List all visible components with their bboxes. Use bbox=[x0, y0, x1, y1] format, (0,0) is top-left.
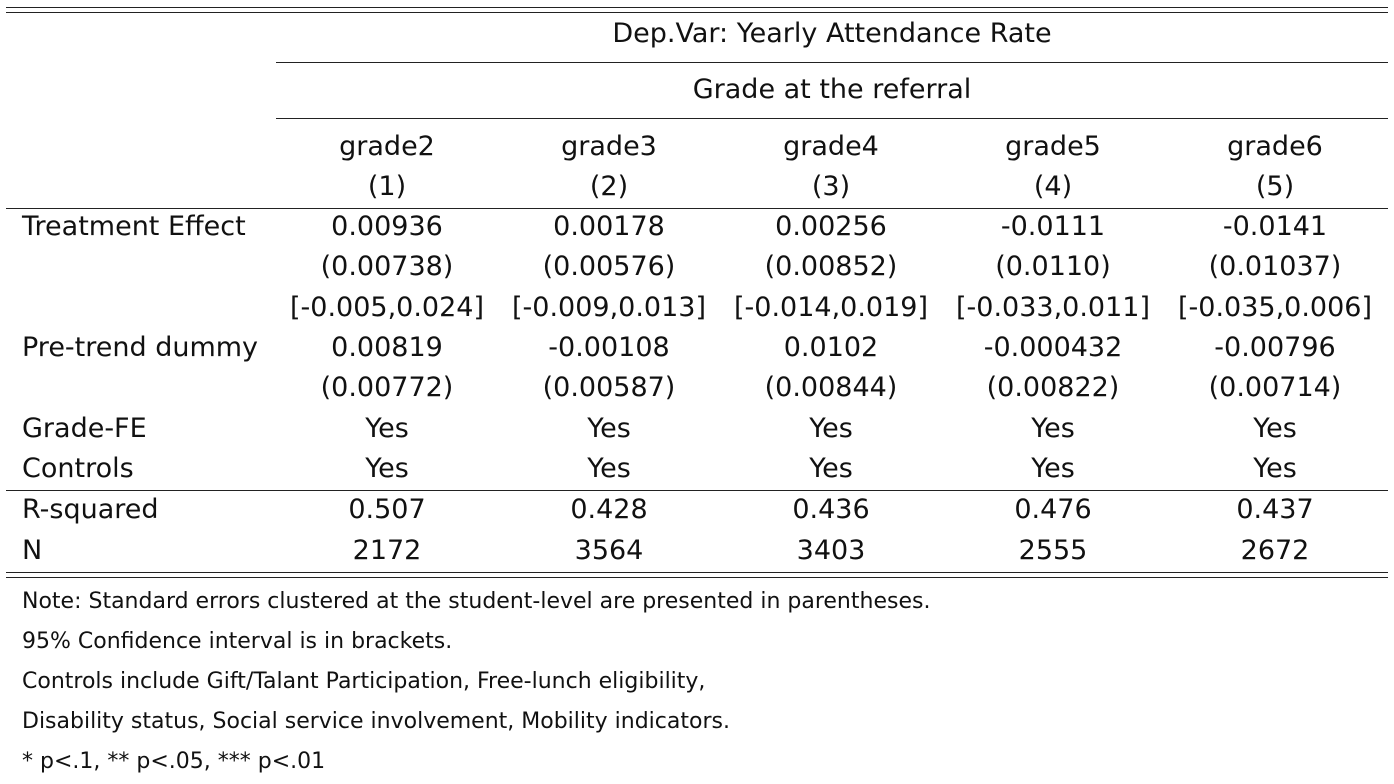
table-cell: (0.01037) bbox=[1208, 251, 1342, 282]
row-label: Pre-trend dummy bbox=[22, 332, 259, 363]
column-header: grade2 bbox=[339, 131, 435, 162]
table-cell: Yes bbox=[1253, 453, 1297, 484]
top-rule-second bbox=[6, 12, 1388, 14]
table-cell: Yes bbox=[365, 413, 409, 444]
stat-cell: 0.507 bbox=[348, 494, 426, 525]
table-cell: (0.00714) bbox=[1208, 372, 1342, 403]
group-rule bbox=[276, 118, 1388, 120]
table-cell: 0.00936 bbox=[331, 211, 443, 242]
column-number: (3) bbox=[811, 171, 851, 202]
table-cell: Yes bbox=[809, 413, 853, 444]
table-cell: 0.0102 bbox=[783, 332, 879, 363]
stat-label: R-squared bbox=[22, 494, 159, 525]
table-cell: [-0.005,0.024] bbox=[290, 292, 484, 323]
table-cell: Yes bbox=[587, 453, 631, 484]
stat-cell: 3564 bbox=[574, 535, 644, 566]
table-cell: 0.00819 bbox=[331, 332, 443, 363]
table-cell: -0.0141 bbox=[1222, 211, 1328, 242]
stat-cell: 0.437 bbox=[1236, 494, 1314, 525]
stat-cell: 2172 bbox=[352, 535, 422, 566]
table-cell: (0.0110) bbox=[995, 251, 1111, 282]
table-cell: [-0.009,0.013] bbox=[512, 292, 706, 323]
note-line: * p<.1, ** p<.05, *** p<.01 bbox=[22, 749, 326, 774]
table-cell: (0.00587) bbox=[542, 372, 676, 403]
column-number: (4) bbox=[1033, 171, 1073, 202]
table-cell: [-0.033,0.011] bbox=[956, 292, 1150, 323]
table-cell: [-0.035,0.006] bbox=[1178, 292, 1372, 323]
table-cell: (0.00852) bbox=[764, 251, 898, 282]
table-cell: 0.00256 bbox=[775, 211, 887, 242]
top-rule bbox=[6, 7, 1388, 9]
stat-cell: 3403 bbox=[796, 535, 866, 566]
row-label: Grade-FE bbox=[22, 413, 147, 444]
note-line: Note: Standard errors clustered at the s… bbox=[22, 589, 931, 614]
column-header: grade6 bbox=[1227, 131, 1323, 162]
table-cell: (0.00738) bbox=[320, 251, 454, 282]
table-cell: [-0.014,0.019] bbox=[734, 292, 928, 323]
stat-label: N bbox=[22, 535, 43, 566]
table-cell: Yes bbox=[1031, 413, 1075, 444]
table-cell: (0.00576) bbox=[542, 251, 676, 282]
header-rule bbox=[6, 208, 1388, 210]
note-line: Disability status, Social service involv… bbox=[22, 709, 730, 734]
table-cell: Yes bbox=[1031, 453, 1075, 484]
stat-cell: 2555 bbox=[1018, 535, 1088, 566]
table-cell: Yes bbox=[1253, 413, 1297, 444]
row-label: Treatment Effect bbox=[22, 211, 246, 242]
group-header: Grade at the referral bbox=[692, 74, 972, 105]
column-header: grade4 bbox=[783, 131, 879, 162]
table-cell: Yes bbox=[809, 453, 853, 484]
table-cell: Yes bbox=[365, 453, 409, 484]
note-line: Controls include Gift/Talant Participati… bbox=[22, 669, 706, 694]
dependent-variable-header: Dep.Var: Yearly Attendance Rate bbox=[612, 18, 1052, 49]
table-cell: (0.00844) bbox=[764, 372, 898, 403]
column-header: grade3 bbox=[561, 131, 657, 162]
table-cell: (0.00822) bbox=[986, 372, 1120, 403]
column-number: (2) bbox=[589, 171, 629, 202]
dep-var-rule bbox=[276, 62, 1388, 64]
table-cell: 0.00178 bbox=[553, 211, 665, 242]
regression-table: Dep.Var: Yearly Attendance Rate Grade at… bbox=[6, 0, 1388, 784]
stat-cell: 2672 bbox=[1240, 535, 1310, 566]
column-number: (5) bbox=[1255, 171, 1295, 202]
stat-cell: 0.436 bbox=[792, 494, 870, 525]
table-cell: Yes bbox=[587, 413, 631, 444]
bottom-rule-second bbox=[6, 577, 1388, 579]
stat-cell: 0.428 bbox=[570, 494, 648, 525]
column-number: (1) bbox=[367, 171, 407, 202]
table-cell: -0.000432 bbox=[983, 332, 1123, 363]
table-cell: -0.00796 bbox=[1214, 332, 1336, 363]
stat-cell: 0.476 bbox=[1014, 494, 1092, 525]
bottom-rule bbox=[6, 572, 1388, 574]
note-line: 95% Confidence interval is in brackets. bbox=[22, 629, 453, 654]
table-cell: -0.00108 bbox=[548, 332, 670, 363]
table-cell: (0.00772) bbox=[320, 372, 454, 403]
column-header: grade5 bbox=[1005, 131, 1101, 162]
table-cell: -0.0111 bbox=[1000, 211, 1106, 242]
stats-rule bbox=[6, 490, 1388, 492]
row-label: Controls bbox=[22, 453, 134, 484]
